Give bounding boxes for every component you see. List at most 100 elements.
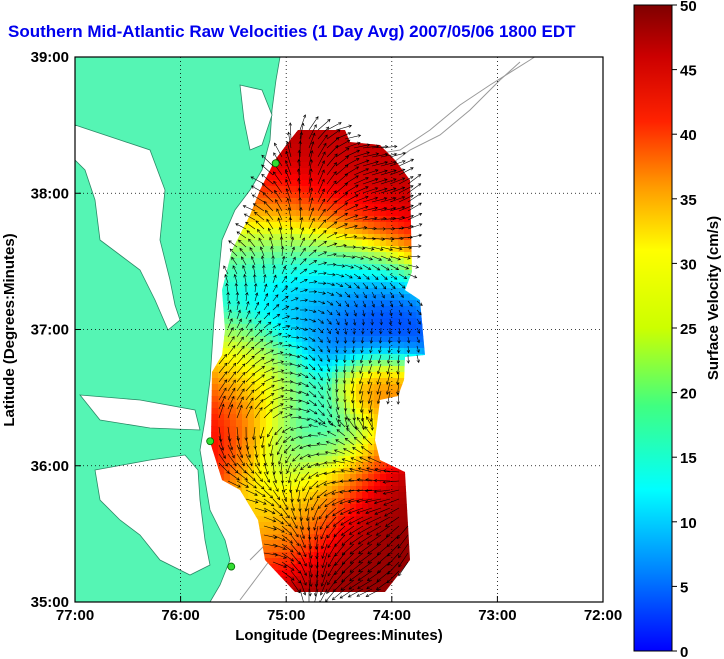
- velocity-cell: [368, 456, 375, 463]
- velocity-cell: [302, 462, 309, 469]
- velocity-cell: [248, 252, 255, 259]
- velocity-cell: [314, 336, 321, 343]
- velocity-cell: [374, 588, 381, 592]
- velocity-cell: [254, 252, 261, 259]
- velocity-cell: [386, 192, 393, 199]
- velocity-cell: [266, 282, 273, 289]
- velocity-cell: [356, 198, 363, 205]
- velocity-cell: [290, 282, 297, 289]
- velocity-cell: [338, 330, 345, 337]
- velocity-cell: [248, 468, 255, 475]
- velocity-cell: [314, 318, 321, 325]
- velocity-cell: [224, 348, 231, 355]
- velocity-cell: [212, 432, 219, 439]
- velocity-cell: [314, 414, 321, 421]
- velocity-cell: [386, 294, 393, 301]
- velocity-cell: [236, 306, 243, 313]
- velocity-cell: [332, 426, 339, 433]
- velocity-cell: [398, 252, 405, 259]
- velocity-cell: [326, 396, 333, 403]
- velocity-cell: [368, 504, 375, 511]
- velocity-cell: [326, 540, 333, 547]
- velocity-cell: [332, 336, 339, 343]
- velocity-cell: [308, 130, 315, 133]
- velocity-cell: [338, 360, 345, 367]
- velocity-cell: [236, 288, 243, 295]
- velocity-cell: [296, 336, 303, 343]
- velocity-cell: [284, 408, 291, 415]
- velocity-cell: [296, 588, 303, 592]
- velocity-cell: [380, 186, 387, 193]
- velocity-cell: [212, 378, 219, 385]
- velocity-cell: [368, 240, 375, 247]
- velocity-cell: [386, 270, 393, 277]
- velocity-cell: [386, 534, 393, 541]
- velocity-cell: [398, 186, 405, 193]
- velocity-cell: [290, 348, 297, 355]
- velocity-cell: [350, 480, 357, 487]
- velocity-cell: [362, 186, 369, 193]
- velocity-cell: [278, 540, 285, 547]
- velocity-cell: [290, 186, 297, 193]
- velocity-cell: [416, 342, 423, 349]
- velocity-cell: [368, 378, 375, 385]
- velocity-cell: [374, 300, 381, 307]
- velocity-cell: [374, 186, 381, 193]
- velocity-cell: [260, 324, 267, 331]
- velocity-cell: [284, 570, 291, 577]
- velocity-cell: [362, 240, 369, 247]
- velocity-cell: [374, 366, 381, 373]
- y-tick-label: 37:00: [31, 322, 69, 339]
- velocity-cell: [260, 342, 267, 349]
- velocity-cell: [326, 450, 333, 457]
- velocity-cell: [398, 306, 405, 313]
- velocity-cell: [332, 402, 339, 409]
- velocity-cell: [224, 426, 231, 433]
- velocity-cell: [302, 192, 309, 199]
- velocity-cell: [332, 342, 339, 349]
- velocity-cell: [278, 552, 285, 559]
- velocity-cell: [326, 408, 333, 415]
- velocity-cell: [218, 402, 225, 409]
- velocity-cell: [236, 480, 243, 487]
- velocity-cell: [332, 192, 339, 199]
- velocity-cell: [278, 252, 285, 259]
- velocity-cell: [272, 282, 279, 289]
- velocity-cell: [254, 372, 261, 379]
- velocity-cell: [230, 438, 237, 445]
- velocity-cell: [272, 228, 279, 235]
- velocity-cell: [392, 288, 399, 295]
- velocity-cell: [392, 174, 399, 181]
- velocity-cell: [392, 324, 399, 331]
- velocity-cell: [308, 336, 315, 343]
- velocity-cell: [314, 348, 321, 355]
- velocity-cell: [332, 540, 339, 547]
- velocity-cell: [302, 282, 309, 289]
- velocity-cell: [332, 204, 339, 211]
- velocity-cell: [296, 444, 303, 451]
- velocity-cell: [230, 366, 237, 373]
- velocity-cell: [332, 138, 339, 145]
- velocity-cell: [314, 450, 321, 457]
- velocity-cell: [212, 366, 219, 373]
- velocity-cell: [356, 372, 363, 379]
- velocity-cell: [308, 546, 315, 553]
- velocity-cell: [386, 486, 393, 493]
- velocity-cell: [350, 468, 357, 475]
- velocity-cell: [230, 444, 237, 451]
- velocity-cell: [290, 522, 297, 529]
- velocity-cell: [236, 468, 243, 475]
- velocity-cell: [350, 192, 357, 199]
- velocity-cell: [332, 372, 339, 379]
- velocity-cell: [380, 570, 387, 577]
- velocity-cell: [284, 156, 291, 163]
- velocity-cell: [320, 354, 327, 361]
- velocity-cell: [380, 354, 387, 361]
- velocity-cell: [266, 246, 273, 253]
- velocity-cell: [314, 420, 321, 427]
- velocity-cell: [326, 426, 333, 433]
- velocity-cell: [314, 384, 321, 391]
- velocity-cell: [332, 468, 339, 475]
- velocity-cell: [404, 312, 411, 319]
- velocity-cell: [242, 348, 249, 355]
